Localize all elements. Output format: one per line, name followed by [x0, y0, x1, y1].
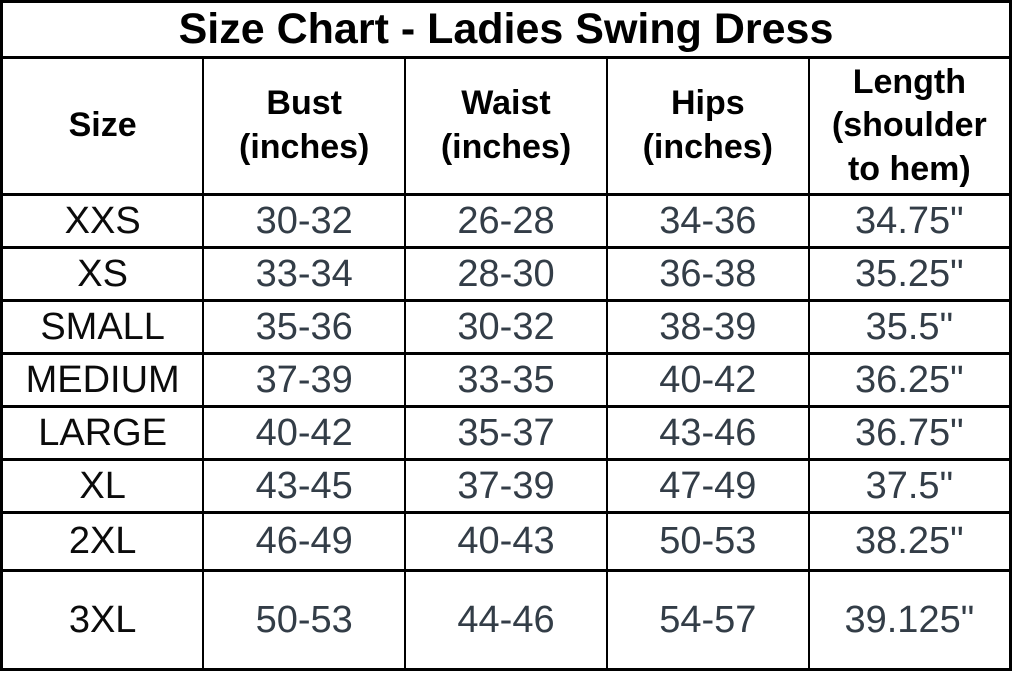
size-chart-table: Size Chart - Ladies Swing Dress Size Bus… [0, 0, 1012, 671]
waist-value: 35-37 [404, 405, 608, 461]
column-header-size: Size [0, 56, 205, 196]
waist-value: 26-28 [404, 193, 608, 249]
length-value: 34.75" [807, 193, 1012, 249]
hips-value: 40-42 [605, 352, 810, 408]
size-label: XS [0, 246, 205, 302]
length-value: 37.5" [807, 458, 1012, 514]
length-value: 36.25" [807, 352, 1012, 408]
bust-value: 30-32 [202, 193, 407, 249]
waist-value: 30-32 [404, 299, 608, 355]
length-value: 35.5" [807, 299, 1012, 355]
waist-value: 37-39 [404, 458, 608, 514]
table-row-medium: MEDIUM 37-39 33-35 40-42 36.25" [0, 352, 1012, 408]
bust-value: 35-36 [202, 299, 407, 355]
table-row-xl: XL 43-45 37-39 47-49 37.5" [0, 458, 1012, 514]
waist-value: 40-43 [404, 511, 608, 572]
size-label: XL [0, 458, 205, 514]
table-row-2xl: 2XL 46-49 40-43 50-53 38.25" [0, 511, 1012, 572]
waist-value: 44-46 [404, 569, 608, 671]
bust-value: 33-34 [202, 246, 407, 302]
column-header-bust: Bust (inches) [202, 56, 407, 196]
hips-value: 50-53 [605, 511, 810, 572]
bust-value: 37-39 [202, 352, 407, 408]
table-row-large: LARGE 40-42 35-37 43-46 36.75" [0, 405, 1012, 461]
hips-value: 34-36 [605, 193, 810, 249]
header-row: Size Bust (inches) Waist (inches) Hips (… [0, 56, 1012, 196]
hips-value: 47-49 [605, 458, 810, 514]
hips-value: 54-57 [605, 569, 810, 671]
size-label: XXS [0, 193, 205, 249]
table-row-3xl: 3XL 50-53 44-46 54-57 39.125" [0, 569, 1012, 671]
title-row: Size Chart - Ladies Swing Dress [0, 0, 1012, 59]
bust-value: 50-53 [202, 569, 407, 671]
size-chart-title: Size Chart - Ladies Swing Dress [0, 0, 1012, 59]
bust-value: 46-49 [202, 511, 407, 572]
length-value: 36.75" [807, 405, 1012, 461]
size-label: MEDIUM [0, 352, 205, 408]
column-header-length: Length (shoulder to hem) [807, 56, 1012, 196]
length-value: 39.125" [807, 569, 1012, 671]
bust-value: 40-42 [202, 405, 407, 461]
waist-value: 33-35 [404, 352, 608, 408]
waist-value: 28-30 [404, 246, 608, 302]
size-label: 3XL [0, 569, 205, 671]
hips-value: 36-38 [605, 246, 810, 302]
table-row-xxs: XXS 30-32 26-28 34-36 34.75" [0, 193, 1012, 249]
column-header-waist: Waist (inches) [404, 56, 608, 196]
length-value: 38.25" [807, 511, 1012, 572]
table-row-xs: XS 33-34 28-30 36-38 35.25" [0, 246, 1012, 302]
size-label: LARGE [0, 405, 205, 461]
length-value: 35.25" [807, 246, 1012, 302]
size-label: 2XL [0, 511, 205, 572]
column-header-hips: Hips (inches) [605, 56, 810, 196]
table-row-small: SMALL 35-36 30-32 38-39 35.5" [0, 299, 1012, 355]
hips-value: 43-46 [605, 405, 810, 461]
bust-value: 43-45 [202, 458, 407, 514]
hips-value: 38-39 [605, 299, 810, 355]
size-label: SMALL [0, 299, 205, 355]
